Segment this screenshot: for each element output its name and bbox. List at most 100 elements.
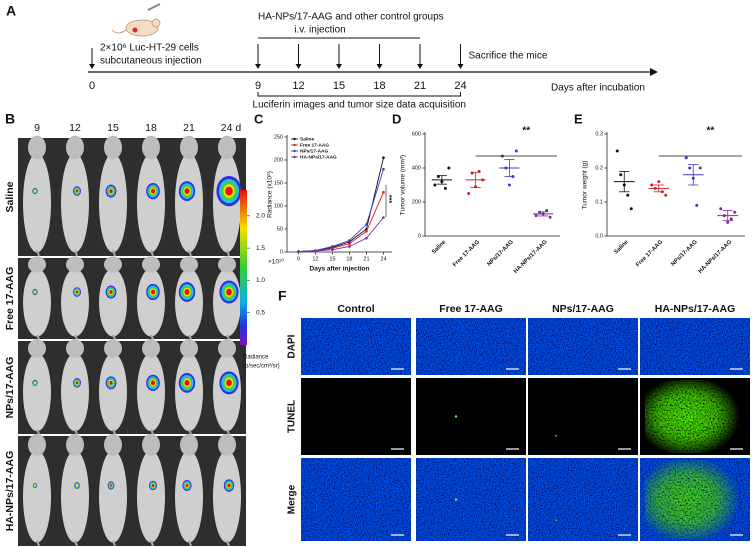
legend-marker bbox=[293, 137, 296, 141]
mouse-head bbox=[66, 135, 84, 160]
point bbox=[382, 167, 385, 171]
mouse-head bbox=[28, 339, 46, 358]
luminescence bbox=[184, 379, 190, 386]
y-tick-label: 0.2 bbox=[595, 165, 603, 171]
legend-marker bbox=[293, 155, 296, 159]
mouse-tail bbox=[74, 428, 78, 435]
mouse-tail bbox=[74, 334, 78, 340]
x-axis-label: Days after injection bbox=[310, 266, 370, 273]
point bbox=[365, 223, 368, 226]
y-tick-label: 200 bbox=[274, 157, 283, 163]
point bbox=[365, 230, 368, 233]
x-tick-label: Free 17-AAG bbox=[452, 239, 481, 268]
mouse-head bbox=[66, 256, 84, 273]
mouse-icon bbox=[151, 18, 161, 28]
luminescence bbox=[34, 484, 36, 487]
mouse-head bbox=[218, 433, 236, 456]
point bbox=[650, 183, 654, 187]
x-tick-label: HA-NPs/17-AAG bbox=[513, 239, 549, 275]
x-tick-label: 21 bbox=[363, 256, 369, 262]
luminescence bbox=[185, 483, 189, 488]
y-tick-label: 100 bbox=[274, 203, 283, 209]
y-tick-label: 0 bbox=[280, 249, 283, 255]
point bbox=[365, 236, 368, 240]
panel-letter: E bbox=[574, 111, 583, 126]
colorbar-title: Radiance bbox=[243, 355, 269, 361]
sacrifice-text: Sacrifice the mice bbox=[469, 51, 548, 62]
injection-text: subcutaneous injection bbox=[100, 56, 202, 67]
treatment-text: i.v. injection bbox=[294, 25, 346, 36]
luminescence bbox=[150, 188, 156, 194]
micrograph bbox=[301, 378, 411, 455]
mouse-head bbox=[104, 433, 122, 456]
group-label: NPs/17-AAG bbox=[4, 357, 16, 419]
point bbox=[331, 248, 334, 251]
mouse-head bbox=[180, 135, 198, 160]
point bbox=[695, 203, 699, 207]
luminescence bbox=[109, 484, 113, 487]
x-tick-label: 15 bbox=[329, 256, 335, 262]
colorbar-label: 0.5 bbox=[256, 309, 265, 316]
mouse-tail bbox=[150, 249, 154, 257]
mouse-head bbox=[218, 256, 236, 273]
day-header: 12 bbox=[69, 122, 81, 134]
luminescence bbox=[150, 289, 156, 295]
y-tick-label: 0.1 bbox=[595, 199, 603, 205]
image-panel bbox=[18, 436, 246, 546]
mouse-body bbox=[99, 450, 127, 543]
panel-letter: A bbox=[6, 3, 16, 19]
injection-text: 2×10⁶ Luc-HT-29 cells bbox=[100, 43, 199, 54]
legend-entry: NPs/17-AAG bbox=[300, 148, 329, 154]
x-tick-label: 12 bbox=[312, 256, 318, 262]
arrow-head bbox=[295, 64, 302, 69]
mouse-tail bbox=[112, 428, 116, 435]
mouse-body bbox=[175, 153, 203, 253]
row-label: Merge bbox=[287, 484, 298, 514]
mouse-tail bbox=[112, 334, 116, 340]
mouse-body bbox=[23, 153, 51, 253]
mouse-tail bbox=[112, 540, 116, 547]
mouse-body bbox=[137, 153, 165, 253]
arrow-head bbox=[89, 64, 95, 69]
point bbox=[348, 239, 351, 242]
bracket bbox=[257, 92, 461, 97]
image-panel bbox=[18, 341, 246, 434]
mouse-tail bbox=[188, 334, 192, 340]
image-panel bbox=[18, 258, 246, 339]
y-tick-label: 600 bbox=[412, 131, 421, 137]
mouse-icon bbox=[132, 27, 138, 33]
point bbox=[382, 190, 385, 194]
x-tick-label: NPs/17-AAG bbox=[486, 239, 515, 268]
mouse-tail bbox=[188, 249, 192, 257]
point bbox=[534, 214, 538, 218]
point bbox=[619, 173, 623, 177]
mouse-head bbox=[180, 256, 198, 273]
mouse-tail bbox=[188, 428, 192, 435]
luminescence bbox=[225, 186, 233, 196]
y-tick-label: 150 bbox=[274, 180, 283, 186]
mouse-head bbox=[142, 339, 160, 358]
group-label: HA-NPs/17-AAG bbox=[4, 451, 16, 532]
point bbox=[688, 166, 692, 170]
luminescence bbox=[150, 380, 156, 386]
column-header: Control bbox=[337, 303, 374, 315]
day-label: 18 bbox=[373, 80, 385, 92]
column-header: HA-NPs/17-AAG bbox=[655, 303, 736, 315]
legend-entry: Free 17-AAG bbox=[300, 142, 329, 148]
mouse-body bbox=[137, 450, 165, 543]
point bbox=[297, 250, 300, 253]
mouse-body bbox=[61, 153, 89, 253]
point bbox=[331, 245, 334, 248]
mouse-head bbox=[218, 339, 236, 358]
luminescence bbox=[226, 379, 232, 387]
mouse-body bbox=[99, 268, 127, 337]
mouse-head bbox=[66, 339, 84, 358]
x-tick-label: 24 bbox=[380, 256, 386, 262]
y-tick-label: 0.3 bbox=[595, 131, 603, 137]
point bbox=[729, 217, 733, 221]
x-tick-label: NPs/17-AAG bbox=[670, 239, 699, 268]
point bbox=[514, 149, 518, 153]
x-tick-label: Saline bbox=[431, 239, 448, 256]
day-label: 0 bbox=[89, 80, 95, 92]
point bbox=[467, 192, 471, 195]
